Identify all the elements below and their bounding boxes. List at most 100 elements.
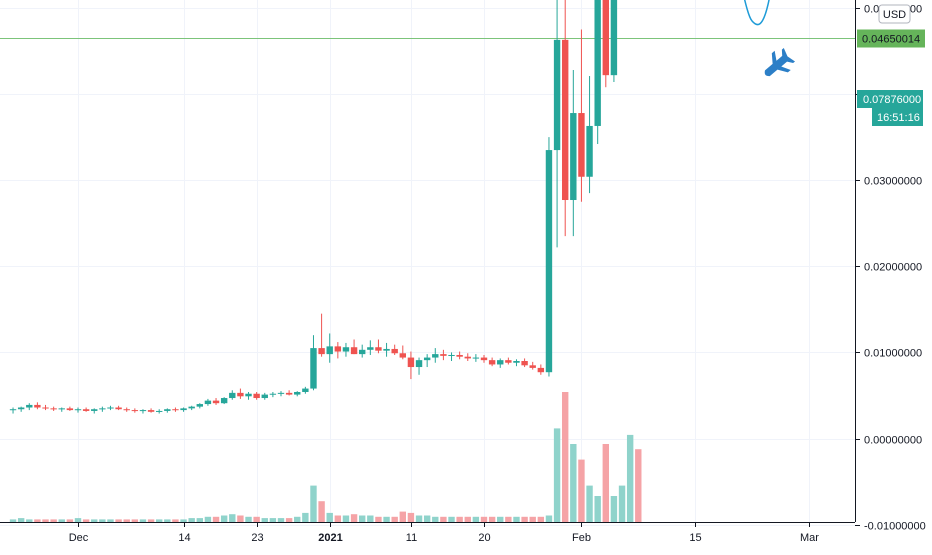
candle[interactable] [277,391,285,397]
candle[interactable] [34,402,41,410]
candle[interactable] [537,364,545,375]
candle[interactable] [253,392,260,400]
candle[interactable] [415,357,423,375]
currency-badge[interactable]: USD [878,4,911,24]
candle[interactable] [58,407,65,412]
candle[interactable] [586,76,593,194]
candle[interactable] [456,351,463,360]
candle[interactable] [196,403,203,409]
candle[interactable] [261,392,268,400]
volume-bar [610,496,618,522]
candle[interactable] [131,408,139,413]
horizontal-levels[interactable]: 0.057586860.04650014 [0,0,925,48]
candle[interactable] [505,357,512,365]
candle[interactable] [302,386,309,394]
candle[interactable] [334,342,342,359]
candle[interactable] [594,0,601,145]
airplane-icon[interactable] [757,45,797,84]
candle-body [383,348,390,351]
candle[interactable] [407,351,415,380]
candle[interactable] [107,405,114,411]
time-tick-label: 11 [406,532,417,544]
candle[interactable] [342,342,350,357]
candle[interactable] [318,313,325,357]
candle[interactable] [553,0,561,248]
candle[interactable] [578,29,585,202]
candle[interactable] [294,391,301,397]
candle[interactable] [472,354,480,362]
candle[interactable] [172,407,179,412]
candle[interactable] [399,345,406,360]
candle[interactable] [220,397,228,405]
candle[interactable] [367,340,374,355]
time-axis[interactable]: Dec 14 23 2021 11 20 Feb 15 Mar [0,522,855,544]
candle-body [553,39,561,151]
volume-bar [618,485,626,522]
price-axis[interactable]: 0.100000000.090000000.070000000.06000000… [855,0,926,533]
candle[interactable] [562,0,569,237]
candle[interactable] [50,406,57,411]
volume-bar [415,515,423,522]
candle[interactable] [82,407,90,412]
candle[interactable] [188,405,195,411]
candle-body [407,357,415,368]
candle[interactable] [488,357,496,367]
candle[interactable] [66,406,74,411]
candle[interactable] [237,388,244,399]
candle[interactable] [9,407,17,414]
candle[interactable] [432,348,439,363]
candle[interactable] [602,0,609,88]
candle[interactable] [521,358,528,368]
candle[interactable] [115,405,122,411]
candle[interactable] [480,354,488,363]
candle[interactable] [440,349,447,361]
candle[interactable] [180,407,187,412]
candle[interactable] [164,408,171,413]
candle[interactable] [147,408,155,413]
candle[interactable] [326,333,333,363]
candle[interactable] [391,344,398,355]
candle[interactable] [42,404,49,411]
candle[interactable] [513,359,520,367]
candle[interactable] [497,358,504,368]
candle[interactable] [464,353,471,362]
candle-body [245,393,252,397]
candle[interactable] [570,69,577,237]
candle[interactable] [123,407,130,412]
candle[interactable] [156,409,163,414]
volume-bar [269,518,277,522]
candle[interactable] [545,137,553,377]
countdown-label-bg [872,108,923,126]
candlesticks[interactable] [9,0,642,414]
candle[interactable] [99,406,106,412]
candle[interactable] [423,354,431,368]
projection-path[interactable] [655,0,801,26]
candle[interactable] [610,0,618,83]
volume-bar [123,519,130,522]
candle[interactable] [383,342,390,357]
candle[interactable] [350,339,358,355]
candle[interactable] [139,409,147,414]
candle[interactable] [375,339,382,354]
candle[interactable] [448,352,455,362]
candle[interactable] [310,335,317,391]
candle[interactable] [269,392,277,398]
candle[interactable] [229,390,236,400]
volume-bar [34,519,41,522]
candle[interactable] [212,398,220,405]
candle-body [9,409,17,411]
current-price-label-bg [857,90,923,108]
candle[interactable] [529,361,536,370]
candle-body [91,409,98,411]
candle[interactable] [74,407,82,413]
candle[interactable] [17,406,25,412]
volume-bar [488,516,496,522]
candle[interactable] [91,408,98,414]
candle-body [115,407,122,410]
candle[interactable] [204,398,212,406]
candle[interactable] [285,390,293,396]
candle[interactable] [245,392,252,400]
candle[interactable] [26,403,33,411]
candle[interactable] [359,344,366,358]
